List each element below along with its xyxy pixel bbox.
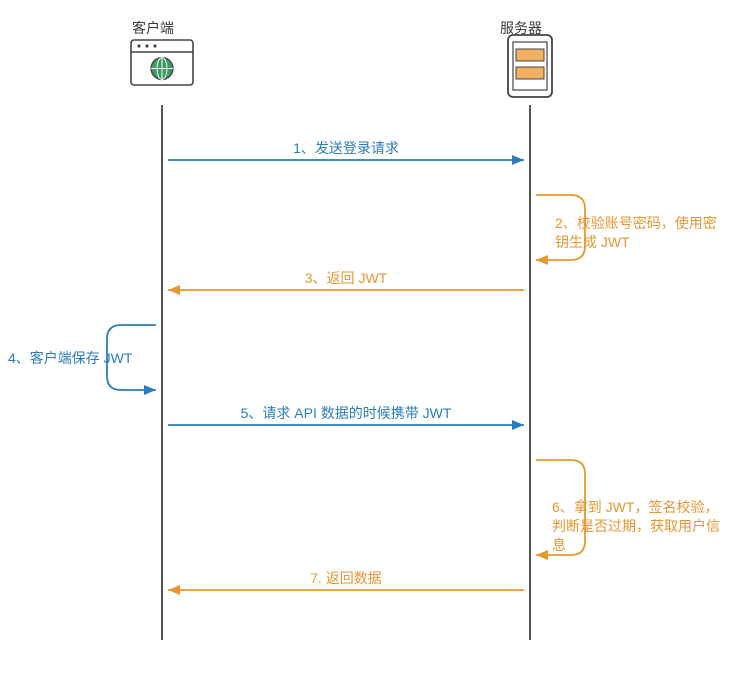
- client-title: 客户端: [132, 18, 174, 38]
- msg-3-label: 3、返回 JWT: [305, 268, 387, 288]
- msg-6-label: 6、拿到 JWT，签名校验，判断是否过期，获取用户信息: [552, 498, 732, 555]
- msg-7-label: 7. 返回数据: [310, 568, 382, 588]
- server-title: 服务器: [500, 18, 542, 38]
- msg-1-label: 1、发送登录请求: [293, 138, 399, 158]
- msg-4-label: 4、客户端保存 JWT: [8, 349, 158, 368]
- msg-5-label: 5、请求 API 数据的时候携带 JWT: [241, 403, 452, 423]
- msg-2-label: 2、校验账号密码，使用密钥生成 JWT: [555, 214, 730, 252]
